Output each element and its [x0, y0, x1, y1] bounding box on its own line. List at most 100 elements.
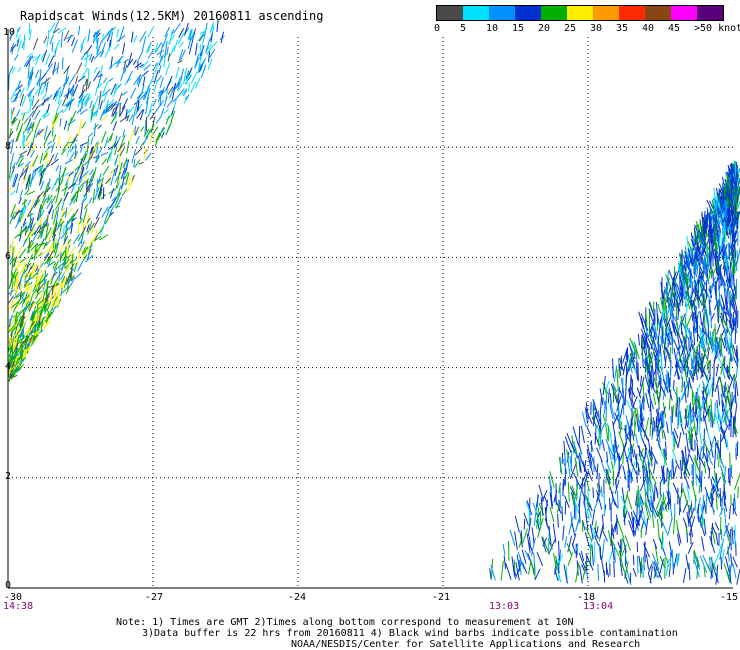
wind-barb: [549, 471, 555, 488]
legend-swatch: [593, 6, 619, 20]
wind-barb: [645, 326, 649, 338]
wind-barb: [137, 91, 144, 100]
wind-barb: [699, 520, 706, 537]
y-tick-label: 6: [5, 251, 12, 262]
wind-barb: [60, 206, 66, 214]
wind-barb: [552, 523, 557, 543]
wind-barb: [570, 511, 573, 527]
wind-barb: [708, 488, 713, 501]
wind-barb: [662, 429, 667, 440]
wind-barb: [138, 161, 144, 165]
wind-barb: [651, 502, 658, 517]
wind-barb: [585, 511, 589, 529]
wind-barb: [8, 130, 14, 139]
x-tick-label: -24: [288, 592, 307, 603]
wind-barb: [715, 336, 722, 357]
wind-barb: [41, 193, 47, 204]
wind-barb: [59, 251, 65, 261]
wind-barb: [153, 69, 159, 84]
wind-barb: [652, 336, 658, 353]
wind-barb: [586, 501, 592, 518]
wind-barb: [633, 449, 638, 464]
wind-barb: [699, 555, 708, 573]
wind-barb: [645, 332, 655, 351]
wind-barb: [514, 531, 518, 550]
wind-barb: [612, 382, 618, 392]
wind-barb: [70, 271, 73, 282]
wind-barb: [618, 363, 622, 376]
wind-barb: [636, 387, 642, 399]
wind-barb: [28, 300, 34, 312]
wind-barb: [594, 425, 597, 445]
wind-barb: [13, 350, 18, 360]
wind-barb: [617, 541, 623, 553]
wind-barb: [514, 516, 520, 533]
wind-barb: [713, 196, 717, 211]
wind-barb: [726, 439, 729, 450]
wind-barb: [63, 182, 68, 197]
wind-barb: [80, 53, 86, 61]
wind-barb: [676, 520, 679, 533]
wind-barb: [16, 80, 22, 90]
wind-barb: [77, 260, 84, 272]
wind-barb: [620, 377, 624, 390]
wind-barb: [610, 461, 615, 475]
wind-barb: [90, 146, 95, 154]
wind-barb: [554, 568, 559, 581]
wind-barb: [45, 53, 51, 65]
wind-barb: [93, 124, 99, 130]
wind-barb: [14, 367, 22, 374]
wind-barb: [108, 170, 114, 184]
wind-barb: [68, 246, 77, 256]
wind-barb: [45, 63, 53, 74]
wind-barb: [528, 536, 531, 549]
wind-barb: [137, 78, 141, 88]
x-tick-label: -27: [145, 592, 164, 603]
wind-barb: [564, 436, 572, 453]
wind-barb: [644, 374, 650, 391]
wind-barb: [139, 30, 147, 43]
wind-barb: [81, 161, 89, 167]
wind-barb: [65, 258, 70, 265]
wind-barb: [633, 341, 640, 360]
wind-barb: [54, 293, 61, 305]
wind-barb: [30, 243, 38, 252]
wind-barb: [48, 22, 56, 33]
wind-barb: [592, 398, 596, 411]
wind-barb: [51, 209, 55, 220]
wind-barb: [688, 562, 691, 581]
wind-barb: [36, 299, 44, 306]
wind-barb: [548, 475, 552, 495]
wind-barb: [634, 519, 639, 536]
wind-barb: [66, 278, 70, 289]
wind-barb: [736, 190, 740, 198]
wind-barb: [67, 117, 73, 131]
wind-barb: [173, 39, 178, 52]
wind-barb: [44, 227, 52, 241]
legend-label: 30: [590, 23, 603, 34]
wind-barb: [46, 301, 52, 312]
wind-barb: [110, 169, 116, 186]
wind-barb: [693, 277, 699, 294]
wind-barb: [721, 337, 726, 349]
wind-barb: [35, 269, 43, 278]
wind-barb: [657, 408, 661, 423]
wind-barb: [714, 402, 716, 422]
wind-barb: [194, 77, 201, 89]
wind-barb: [89, 147, 93, 156]
wind-barb: [558, 457, 563, 475]
wind-barb: [10, 281, 14, 297]
wind-barb: [174, 77, 182, 90]
wind-barb: [53, 285, 59, 297]
wind-barb: [56, 135, 61, 148]
wind-barb: [63, 191, 69, 202]
wind-barb: [708, 467, 711, 479]
wind-barb: [54, 91, 60, 102]
wind-barb: [138, 93, 146, 101]
wind-barb: [717, 306, 719, 323]
wind-barb: [601, 439, 606, 451]
wind-barb: [723, 259, 726, 277]
wind-barb: [163, 108, 169, 114]
wind-barb: [21, 288, 31, 293]
wind-barb: [715, 564, 719, 585]
